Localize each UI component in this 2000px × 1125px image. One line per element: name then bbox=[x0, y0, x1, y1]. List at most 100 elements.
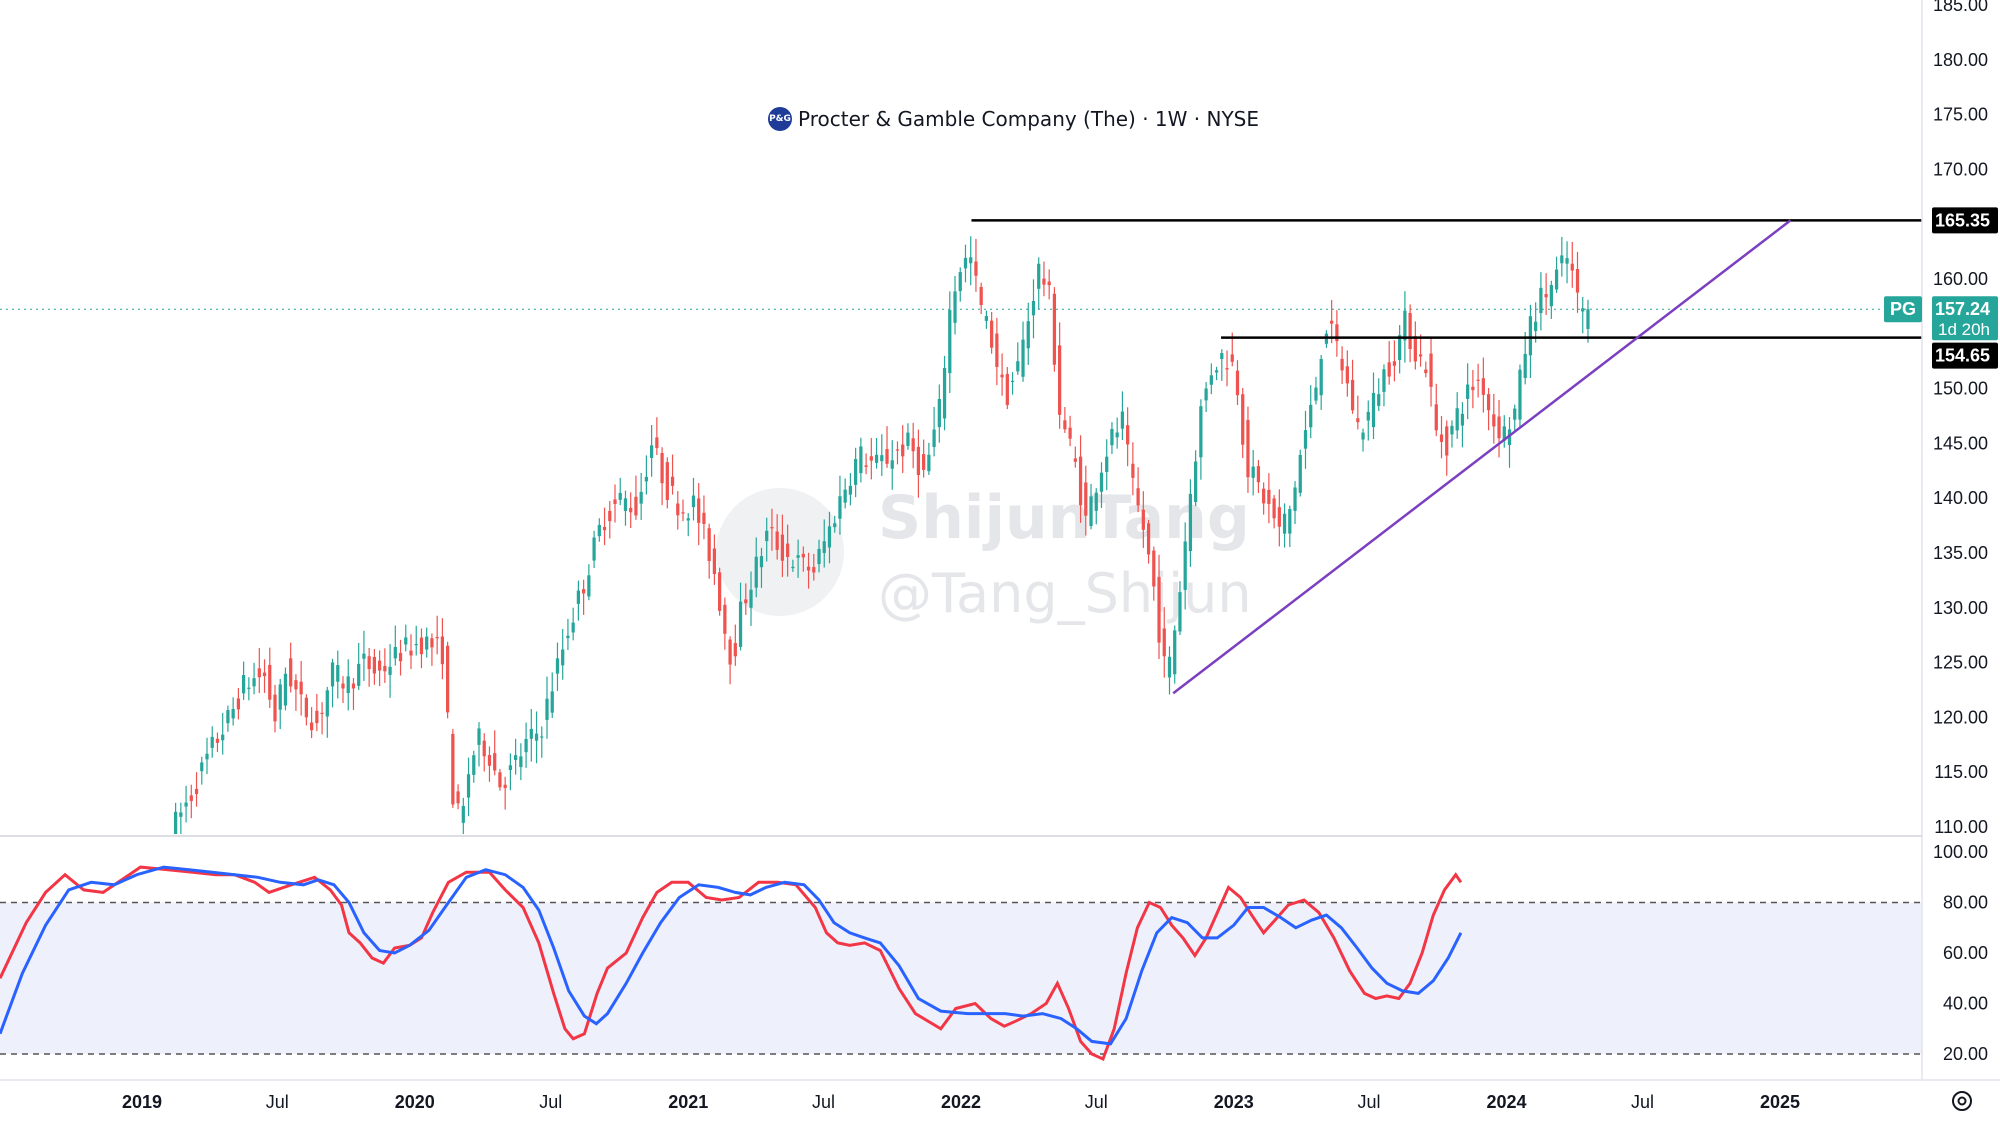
candle bbox=[650, 424, 654, 477]
candle bbox=[534, 711, 539, 764]
candle bbox=[1371, 372, 1376, 440]
candle bbox=[848, 473, 853, 506]
price-axis[interactable]: 110.00 115.00 120.00 125.00 130.00 135.00 140.… bbox=[1933, 0, 1988, 837]
candle bbox=[1037, 257, 1041, 310]
candle bbox=[618, 477, 622, 506]
candle bbox=[1408, 304, 1412, 363]
oscillator-axis[interactable]: 20.00 40.00 60.00 80.00 100.00 bbox=[1933, 842, 1988, 1064]
time-tick-label: Jul bbox=[1085, 1092, 1108, 1112]
candle bbox=[1031, 279, 1036, 339]
candle bbox=[634, 475, 638, 520]
candle bbox=[1105, 439, 1109, 491]
time-tick-label: Jul bbox=[812, 1092, 835, 1112]
time-axis[interactable]: 2019 Jul 2020 Jul 2021 Jul 2022 Jul 2023 Jul 2024 J… bbox=[122, 1092, 1800, 1112]
candle bbox=[1010, 372, 1015, 395]
candle bbox=[367, 647, 371, 687]
candle bbox=[357, 643, 361, 690]
candle bbox=[456, 784, 460, 810]
candle bbox=[1173, 625, 1177, 684]
price-tick-label: 125.00 bbox=[1933, 653, 1988, 673]
price-tick-label: 110.00 bbox=[1934, 817, 1988, 837]
candle bbox=[1267, 473, 1271, 524]
candle bbox=[289, 642, 293, 693]
oscillator-tick-label: 80.00 bbox=[1943, 893, 1988, 913]
candle bbox=[440, 618, 445, 680]
candle bbox=[1486, 388, 1491, 431]
candle bbox=[1000, 353, 1004, 396]
candle bbox=[1314, 376, 1318, 405]
candle bbox=[602, 507, 607, 546]
oscillator-band bbox=[0, 902, 1922, 1054]
candle bbox=[1324, 330, 1329, 348]
time-tick-label: 2024 bbox=[1486, 1092, 1526, 1112]
candle bbox=[1466, 363, 1470, 420]
candle bbox=[587, 564, 591, 601]
candle bbox=[1575, 251, 1580, 313]
candle bbox=[822, 519, 826, 568]
candle bbox=[1251, 450, 1255, 496]
candle bbox=[874, 438, 879, 469]
candle bbox=[723, 597, 727, 650]
watermark-name: ShijunTang bbox=[878, 483, 1250, 553]
candle bbox=[1570, 241, 1574, 288]
candle bbox=[393, 625, 397, 666]
candle bbox=[1539, 272, 1543, 331]
candle bbox=[969, 236, 973, 286]
candle bbox=[1282, 503, 1287, 548]
candle bbox=[990, 311, 994, 354]
candle bbox=[555, 642, 560, 691]
candle bbox=[1549, 280, 1553, 319]
candle bbox=[205, 737, 209, 775]
time-tick-label: 2023 bbox=[1214, 1092, 1254, 1112]
price-tick-label: 170.00 bbox=[1933, 159, 1988, 179]
candle bbox=[1560, 236, 1564, 277]
candle bbox=[718, 567, 722, 616]
candle bbox=[1471, 369, 1475, 409]
candle bbox=[1330, 299, 1334, 344]
price-tick-label: 150.00 bbox=[1933, 379, 1988, 399]
candle bbox=[1183, 522, 1187, 610]
candle bbox=[796, 539, 800, 578]
candle bbox=[728, 636, 732, 685]
candle bbox=[744, 583, 748, 615]
candle bbox=[655, 417, 659, 456]
candle bbox=[351, 678, 356, 710]
candle bbox=[707, 523, 711, 579]
candle bbox=[1434, 383, 1438, 437]
candle bbox=[571, 607, 575, 641]
candle bbox=[1476, 363, 1480, 398]
candle bbox=[477, 722, 481, 767]
candle bbox=[325, 686, 329, 738]
candle bbox=[1429, 337, 1433, 407]
candle bbox=[791, 559, 795, 572]
candle bbox=[1256, 459, 1261, 494]
candle bbox=[283, 667, 288, 711]
time-tick-label: 2022 bbox=[941, 1092, 981, 1112]
candle bbox=[948, 291, 952, 393]
candle bbox=[775, 514, 779, 560]
candle bbox=[958, 267, 962, 302]
candle bbox=[414, 625, 418, 656]
candle bbox=[1272, 495, 1276, 529]
support-price-badge: 154.65 bbox=[1932, 342, 1998, 369]
candle bbox=[859, 437, 863, 483]
candle bbox=[1047, 269, 1051, 300]
candle bbox=[383, 648, 387, 683]
candle bbox=[712, 534, 717, 585]
candle bbox=[294, 674, 298, 711]
candle bbox=[529, 708, 533, 762]
gear-icon[interactable] bbox=[1952, 1091, 1972, 1111]
price-tick-label: 115.00 bbox=[1934, 762, 1988, 782]
candle bbox=[592, 530, 596, 569]
candle bbox=[1439, 415, 1444, 459]
candle bbox=[974, 238, 978, 292]
ascending-trendline[interactable] bbox=[1172, 219, 1792, 695]
candle bbox=[1340, 346, 1344, 385]
support-price-label: 154.65 bbox=[1935, 346, 1990, 366]
candle bbox=[806, 552, 811, 589]
candle bbox=[576, 580, 581, 621]
candle bbox=[1455, 392, 1459, 439]
candle bbox=[179, 802, 183, 834]
candle bbox=[377, 650, 382, 687]
